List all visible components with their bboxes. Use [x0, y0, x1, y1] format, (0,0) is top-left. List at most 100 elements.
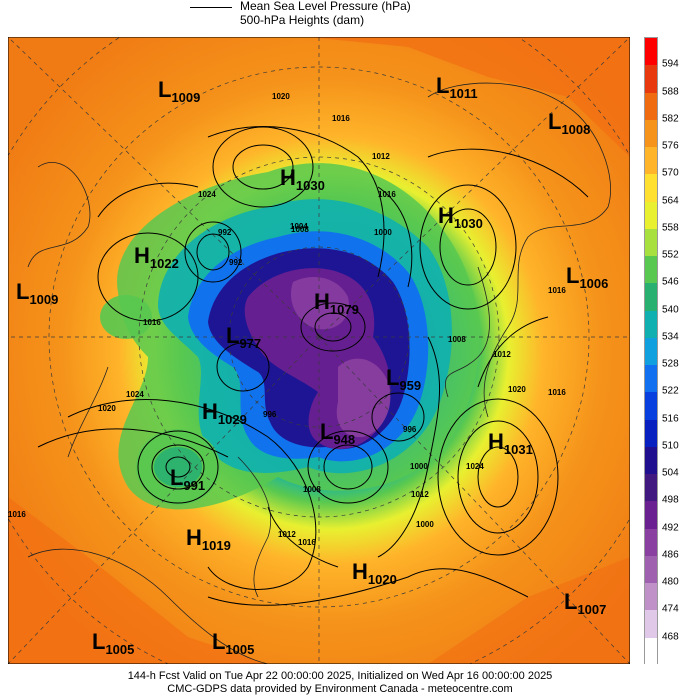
colorbar-label: 480	[662, 576, 679, 588]
contour-label: 1012	[411, 490, 429, 499]
contour-label: 992	[229, 258, 243, 267]
pressure-contours	[37, 126, 589, 606]
data-credit-text: CMC-GDPS data provided by Environment Ca…	[167, 683, 513, 695]
colorbar-label: 534	[662, 331, 679, 343]
low-1007-label: L1007	[564, 589, 606, 617]
contour-label: 1020	[272, 92, 290, 101]
height-cutoff-991-core	[154, 447, 202, 487]
contour-label: 1012	[278, 530, 296, 539]
colorbar-label: 588	[662, 86, 679, 98]
colorbar-label: 522	[662, 385, 679, 397]
colorbar-label: 558	[662, 222, 679, 234]
contour-label: 1016	[298, 538, 316, 547]
contour-label: 1008	[448, 335, 466, 344]
contour-label: 1016	[332, 114, 350, 123]
colorbar-swatch	[645, 555, 657, 584]
colorbar-swatch	[645, 119, 657, 148]
pressure-line-sample	[190, 7, 232, 8]
colorbar-label: 540	[662, 304, 679, 316]
colorbar-swatch	[645, 38, 657, 66]
contour-label: 1016	[378, 190, 396, 199]
contour-label: 1020	[508, 385, 526, 394]
low-1009-w-label: L1009	[16, 279, 58, 307]
contour-label: 1016	[143, 318, 161, 327]
contour-label: 1016	[548, 388, 566, 397]
warm-region-north	[8, 37, 630, 157]
low-1011-n-label: L1011	[436, 73, 478, 101]
low-948-label: L948	[320, 419, 355, 447]
low-977-label: L977	[226, 323, 261, 351]
colorbar-label: 594	[662, 58, 679, 70]
contour-label: 1016	[8, 510, 26, 519]
contour-label: 992	[218, 228, 232, 237]
contour-label: 1000	[374, 228, 392, 237]
high-1030-n-label: H1030	[280, 165, 325, 193]
map-footer: 144-h Fcst Valid on Tue Apr 22 00:00:00 …	[0, 670, 680, 696]
low-959-label: L959	[386, 365, 421, 393]
high-1019-label: H1019	[186, 525, 231, 553]
contour-label: 1012	[372, 152, 390, 161]
colorbar-swatch	[645, 446, 657, 475]
colorbar-swatch	[645, 65, 657, 93]
height-band-486-pole	[290, 277, 349, 330]
colorbar-labels: 594 588 582 576 570 564 558 552 546 540 534 528 522 5…	[662, 37, 680, 664]
colorbar-label: 546	[662, 276, 679, 288]
coastlines	[27, 82, 611, 664]
colorbar-swatch	[645, 92, 657, 120]
warm-region-southwest	[8, 497, 268, 664]
map-legend: Mean Sea Level Pressure (hPa) 500-hPa He…	[190, 0, 490, 30]
contour-labels: 1020101610121016102410089921004100010161…	[8, 92, 566, 547]
contour-label: 996	[403, 425, 417, 434]
colorbar-swatch	[645, 337, 657, 366]
colorbar-swatch	[645, 474, 657, 502]
colorbar-label: 510	[662, 440, 679, 452]
low-1005-s-label: L1005	[212, 629, 254, 657]
colorbar-label: 468	[662, 631, 679, 643]
colorbar-swatch	[645, 419, 657, 447]
pressure-legend-label: Mean Sea Level Pressure (hPa)	[240, 0, 411, 13]
colorbar-swatch	[645, 528, 657, 556]
colorbar-label: 486	[662, 549, 679, 561]
colorbar-swatch	[645, 147, 657, 175]
colorbar-label: 504	[662, 467, 679, 479]
contour-label: 1008	[303, 485, 321, 494]
low-1009-nw-label: L1009	[158, 77, 200, 105]
colorbar-swatch	[645, 583, 657, 611]
low-1008-ne-label: L1008	[548, 109, 590, 137]
colorbar-label: 564	[662, 195, 679, 207]
contour-label: 1004	[290, 222, 308, 231]
colorbar-label: 576	[662, 140, 679, 152]
colorbar-swatch	[645, 610, 657, 638]
colorbar-swatch	[645, 637, 657, 665]
colorbar-swatch	[645, 501, 657, 529]
colorbar-swatch	[645, 310, 657, 338]
contour-label: 1012	[493, 350, 511, 359]
contour-label: 1000	[410, 462, 428, 471]
low-991-label: L991	[170, 465, 205, 493]
contour-label: 1008	[291, 225, 309, 234]
colorbar-label: 552	[662, 249, 679, 261]
colorbar-label: 516	[662, 413, 679, 425]
high-1030-ne-label: H1030	[438, 203, 483, 231]
low-1005-sw-label: L1005	[92, 629, 134, 657]
contour-label: 1016	[548, 286, 566, 295]
colorbar-swatch	[645, 174, 657, 202]
height-colorbar	[644, 37, 658, 665]
forecast-valid-text: 144-h Fcst Valid on Tue Apr 22 00:00:00 …	[127, 670, 553, 682]
colorbar-label: 498	[662, 494, 679, 506]
colorbar-swatch	[645, 256, 657, 284]
warm-region-southeast	[428, 557, 630, 664]
colorbar-swatch	[645, 201, 657, 229]
contour-label: 1024	[466, 462, 484, 471]
graticule	[8, 37, 630, 664]
high-1029-sw-label: H1029	[202, 399, 247, 427]
polar-weather-map: 1020101610121016102410089921004100010161…	[8, 37, 630, 664]
contour-label: 1020	[98, 404, 116, 413]
colorbar-swatch	[645, 365, 657, 393]
high-1020-label: H1020	[352, 559, 397, 587]
colorbar-label: 570	[662, 167, 679, 179]
colorbar-swatch	[645, 283, 657, 311]
low-1006-e-label: L1006	[566, 263, 608, 291]
high-1031-se-label: H1031	[488, 429, 533, 457]
colorbar-swatch	[645, 228, 657, 257]
